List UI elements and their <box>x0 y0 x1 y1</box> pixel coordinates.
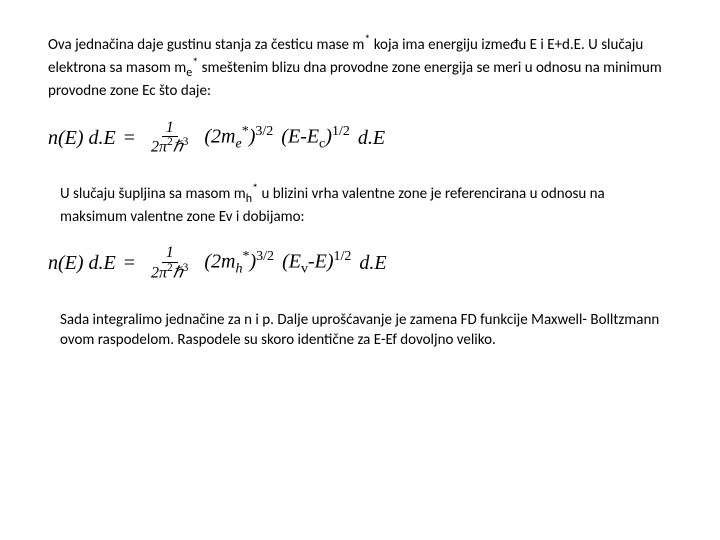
eq2-den-c: ℏ <box>173 264 183 281</box>
eq2-de: d.E <box>359 252 386 275</box>
eq2-en-exp: 1/2 <box>334 249 352 264</box>
eq2-frac-num: 1 <box>162 245 178 263</box>
eq2-mass-sub: h <box>236 262 243 277</box>
eq2-mass-a: (2m <box>204 251 235 273</box>
eq2-lhs: n(E) d.E <box>48 252 116 275</box>
eq2-den-a: 2π <box>151 264 167 281</box>
eq2-frac-den: 2π2ℏ3 <box>147 263 192 282</box>
eq2-en-sub: v <box>301 262 308 277</box>
eq2-en-a: (E <box>282 251 301 273</box>
equation-electron: n(E) d.E = 1 2π2ℏ3 (2me*)3/2 (E-Ec)1/2 d… <box>48 120 672 157</box>
eq1-frac-num: 1 <box>162 120 178 138</box>
eq1-energy: (E-Ec)1/2 <box>281 124 350 153</box>
eq1-en-exp: 1/2 <box>332 124 350 139</box>
eq1-fraction: 1 2π2ℏ3 <box>147 120 192 157</box>
eq1-lhs: n(E) d.E <box>48 127 116 150</box>
eq1-mass-star: * <box>242 124 249 139</box>
eq1-den-d: 3 <box>183 136 189 148</box>
p1-text-a: Ova jednačina daje gustinu stanja za čes… <box>48 36 364 54</box>
paragraph-3: Sada integralimo jednačine za n i p. Dal… <box>60 310 672 351</box>
eq2-equals: = <box>124 252 135 275</box>
p2-text-a: U slučaju šupljina sa masom m <box>60 185 246 203</box>
eq1-mass-a: (2m <box>204 125 235 147</box>
eq1-den-c: ℏ <box>173 139 183 156</box>
eq1-en-b: ) <box>325 125 332 147</box>
paragraph-1: Ova jednačina daje gustinu stanja za čes… <box>48 32 672 102</box>
eq2-energy: (Ev-E)1/2 <box>282 249 351 278</box>
eq1-mass: (2me*)3/2 <box>204 124 273 153</box>
eq1-mass-exp: 3/2 <box>255 124 273 139</box>
eq1-den-a: 2π <box>151 139 167 156</box>
eq2-mass: (2mh*)3/2 <box>204 249 274 278</box>
eq2-mass-star: * <box>243 249 250 264</box>
eq1-de: d.E <box>358 127 385 150</box>
paragraph-2: U slučaju šupljina sa masom mh* u blizin… <box>60 181 672 227</box>
eq1-equals: = <box>124 127 135 150</box>
slide-content: Ova jednačina daje gustinu stanja za čes… <box>0 0 720 398</box>
eq2-mass-exp: 3/2 <box>256 249 274 264</box>
eq1-frac-den: 2π2ℏ3 <box>147 137 192 156</box>
eq2-fraction: 1 2π2ℏ3 <box>147 245 192 282</box>
equation-hole: n(E) d.E = 1 2π2ℏ3 (2mh*)3/2 (Ev-E)1/2 d… <box>48 245 672 282</box>
eq2-den-d: 3 <box>183 262 189 274</box>
eq2-en-b: -E) <box>308 251 334 273</box>
eq1-en-a: (E-E <box>281 125 319 147</box>
